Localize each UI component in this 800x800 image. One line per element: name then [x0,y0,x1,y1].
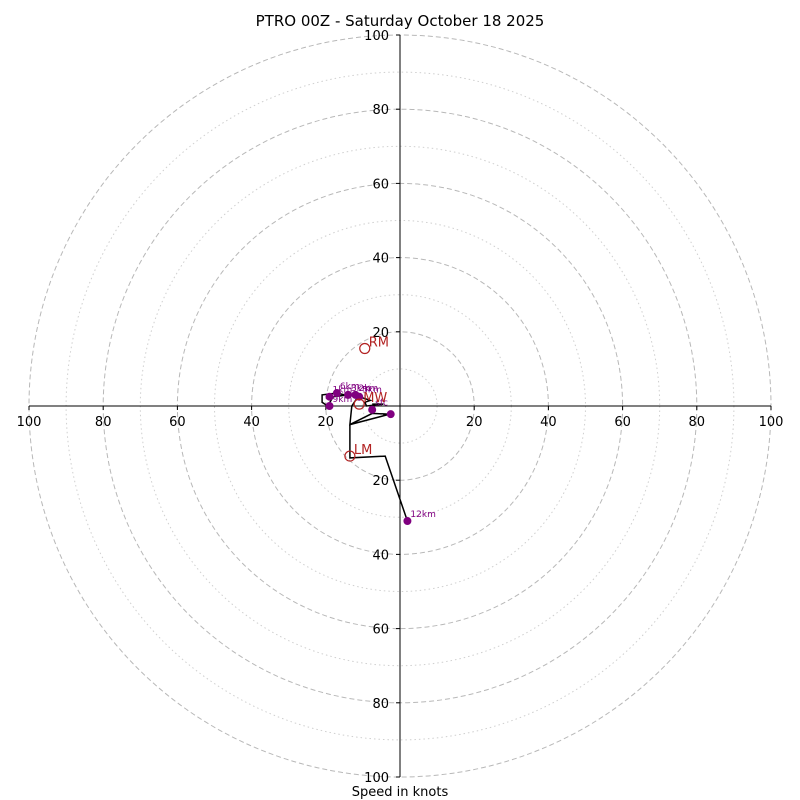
x-tick-label: 20 [466,415,483,430]
x-tick-label: 40 [540,415,557,430]
x-tick-label: 100 [759,415,784,430]
y-tick-label: 100 [364,771,389,786]
y-tick-label: 60 [372,623,389,638]
height-label-2km: 2km [358,384,378,394]
height-label-1km: 1km [333,386,353,396]
x-tick-label: 20 [318,415,335,430]
lm-marker [344,450,356,462]
rm-label: RM [369,335,389,350]
height-label-6km: 6km [340,382,360,392]
rm-marker [359,342,371,355]
height-marker-6km [332,389,341,398]
y-tick-label: 40 [372,252,389,267]
mw-marker [353,398,365,410]
height-label-3km: 3km [351,384,371,394]
height-label-sfc: sfc [375,399,388,409]
lm-label: LM [354,443,372,458]
height-label-9km: 9km [333,395,353,405]
height-marker-1km [325,392,334,401]
x-tick-label: 60 [169,415,186,430]
y-tick-label: 60 [372,177,389,192]
tick-labels: 100 80 60 40 20 20 40 60 80 100 100 80 60 40 20 20 40 60 8… [17,29,784,786]
x-tick-label: 40 [243,415,260,430]
y-tick-label: 20 [372,326,389,341]
x-tick-label: 80 [95,415,112,430]
x-tick-label: 80 [689,415,706,430]
x-tick-label: 100 [17,415,42,430]
height-marker-sfc [368,405,377,414]
mw-label: MW [363,391,387,406]
height-label-5km: 5km [362,386,382,396]
height-marker-5km [355,392,364,401]
height-label-12km: 12km [410,510,435,520]
chart-title: PTRO 00Z - Saturday October 18 2025 [256,12,545,30]
height-marker-12km [403,517,412,526]
y-tick-label: 80 [372,697,389,712]
height-marker-9km [325,402,334,410]
height-marker [386,410,395,419]
y-tick-label: 80 [372,103,389,118]
y-tick-label: 100 [364,29,389,44]
storm-motion-markers: RM LM MW [344,335,389,462]
y-tick-label: 20 [372,474,389,489]
x-tick-label: 60 [614,415,631,430]
x-axis-label: Speed in knots [352,785,449,800]
axes [29,35,771,777]
y-tick-label: 40 [372,548,389,563]
